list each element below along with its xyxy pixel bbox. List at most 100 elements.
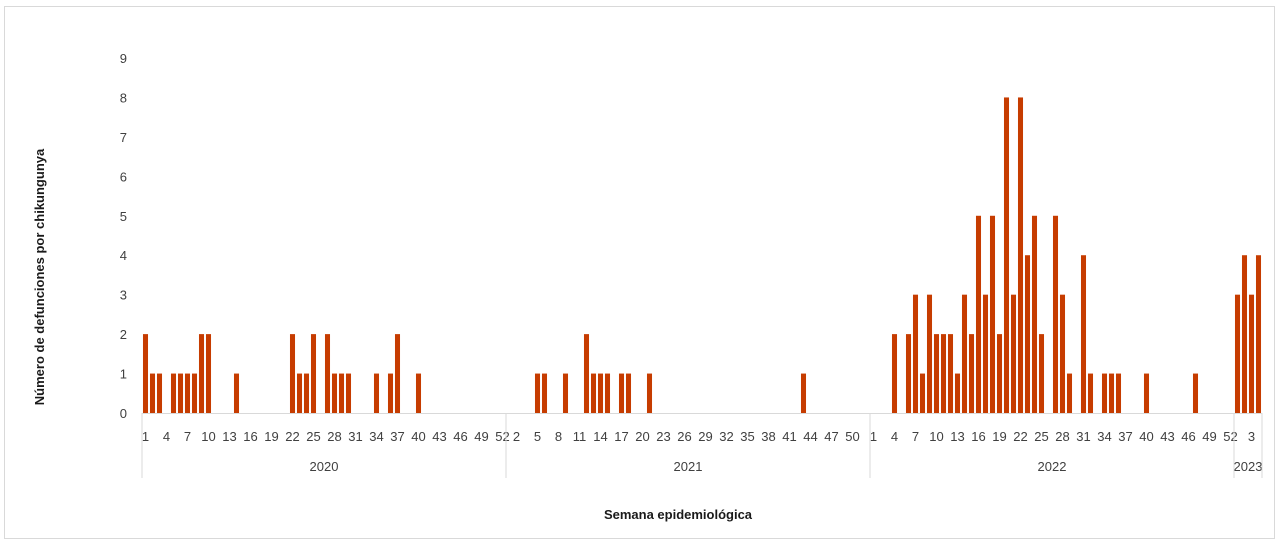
x-tick-label: 52 — [495, 429, 509, 444]
bar — [1087, 373, 1094, 413]
x-tick-label: 50 — [845, 429, 859, 444]
y-tick-label: 6 — [120, 169, 127, 184]
y-tick-label: 3 — [120, 288, 127, 303]
x-tick-label: 4 — [891, 429, 898, 444]
bar — [289, 334, 296, 413]
x-tick-label: 13 — [950, 429, 964, 444]
bar — [156, 373, 163, 413]
bar — [968, 334, 975, 413]
bar — [345, 373, 352, 413]
x-axis-title: Semana epidemiológica — [604, 507, 753, 522]
bar — [198, 334, 205, 413]
bar — [1038, 334, 1045, 413]
bar — [989, 215, 996, 413]
bar — [296, 373, 303, 413]
bar — [1066, 373, 1073, 413]
bar — [415, 373, 422, 413]
bar — [618, 373, 625, 413]
x-tick-label: 1 — [870, 429, 877, 444]
x-group-label: 2023 — [1234, 459, 1263, 474]
y-tick-label: 8 — [120, 90, 127, 105]
bar — [905, 334, 912, 413]
bar — [1143, 373, 1150, 413]
bar — [177, 373, 184, 413]
x-tick-label: 34 — [1097, 429, 1111, 444]
x-tick-label: 37 — [1118, 429, 1132, 444]
bar — [394, 334, 401, 413]
y-tick-label: 4 — [120, 248, 127, 263]
bar — [184, 373, 191, 413]
x-tick-label: 19 — [264, 429, 278, 444]
x-tick-label: 46 — [453, 429, 467, 444]
x-tick-label: 47 — [824, 429, 838, 444]
bar — [919, 373, 926, 413]
bar — [912, 294, 919, 413]
x-tick-label: 4 — [163, 429, 170, 444]
x-tick-label: 43 — [432, 429, 446, 444]
bar — [303, 373, 310, 413]
x-tick-label: 16 — [971, 429, 985, 444]
x-tick-label: 10 — [929, 429, 943, 444]
bar — [1101, 373, 1108, 413]
chart-frame — [4, 6, 1275, 539]
x-tick-label: 31 — [1076, 429, 1090, 444]
x-tick-label: 19 — [992, 429, 1006, 444]
x-tick-label: 44 — [803, 429, 817, 444]
y-axis-ticks: 0 1 2 3 4 5 6 7 8 9 — [120, 51, 127, 421]
x-tick-label: 22 — [1013, 429, 1027, 444]
bar — [1248, 294, 1255, 413]
bar — [310, 334, 317, 413]
x-tick-label: 8 — [555, 429, 562, 444]
x-tick-label: 10 — [201, 429, 215, 444]
bar — [1010, 294, 1017, 413]
bar — [373, 373, 380, 413]
x-tick-label: 13 — [222, 429, 236, 444]
bar — [975, 215, 982, 413]
bar — [947, 334, 954, 413]
bar — [1115, 373, 1122, 413]
bar — [982, 294, 989, 413]
x-tick-label: 49 — [474, 429, 488, 444]
x-tick-label: 43 — [1160, 429, 1174, 444]
bar — [1234, 294, 1241, 413]
y-tick-label: 5 — [120, 209, 127, 224]
x-tick-label: 28 — [327, 429, 341, 444]
bar — [940, 334, 947, 413]
x-tick-label: 31 — [348, 429, 362, 444]
x-tick-label: 7 — [184, 429, 191, 444]
x-tick-label: 28 — [1055, 429, 1069, 444]
x-tick-label: 32 — [719, 429, 733, 444]
x-tick-label: 37 — [390, 429, 404, 444]
x-tick-label: 35 — [740, 429, 754, 444]
bar — [541, 373, 548, 413]
x-tick-label: 52 — [1223, 429, 1237, 444]
x-tick-label: 26 — [677, 429, 691, 444]
bar — [583, 334, 590, 413]
bar — [800, 373, 807, 413]
bar — [1052, 215, 1059, 413]
x-tick-label: 14 — [593, 429, 607, 444]
bar — [625, 373, 632, 413]
bar — [961, 294, 968, 413]
x-group-label: 2020 — [310, 459, 339, 474]
x-tick-label: 34 — [369, 429, 383, 444]
bar — [149, 373, 156, 413]
bar — [331, 373, 338, 413]
x-group-label: 2022 — [1038, 459, 1067, 474]
y-tick-label: 7 — [120, 130, 127, 145]
bar — [191, 373, 198, 413]
x-tick-label: 5 — [534, 429, 541, 444]
bar — [1080, 255, 1087, 413]
x-tick-label: 40 — [1139, 429, 1153, 444]
bars — [142, 97, 1262, 413]
bar — [1024, 255, 1031, 413]
x-tick-label: 3 — [1248, 429, 1255, 444]
bar — [954, 373, 961, 413]
bar — [1031, 215, 1038, 413]
bar — [534, 373, 541, 413]
y-tick-label: 1 — [120, 367, 127, 382]
x-group-label: 2021 — [674, 459, 703, 474]
bar — [933, 334, 940, 413]
x-tick-label: 17 — [614, 429, 628, 444]
